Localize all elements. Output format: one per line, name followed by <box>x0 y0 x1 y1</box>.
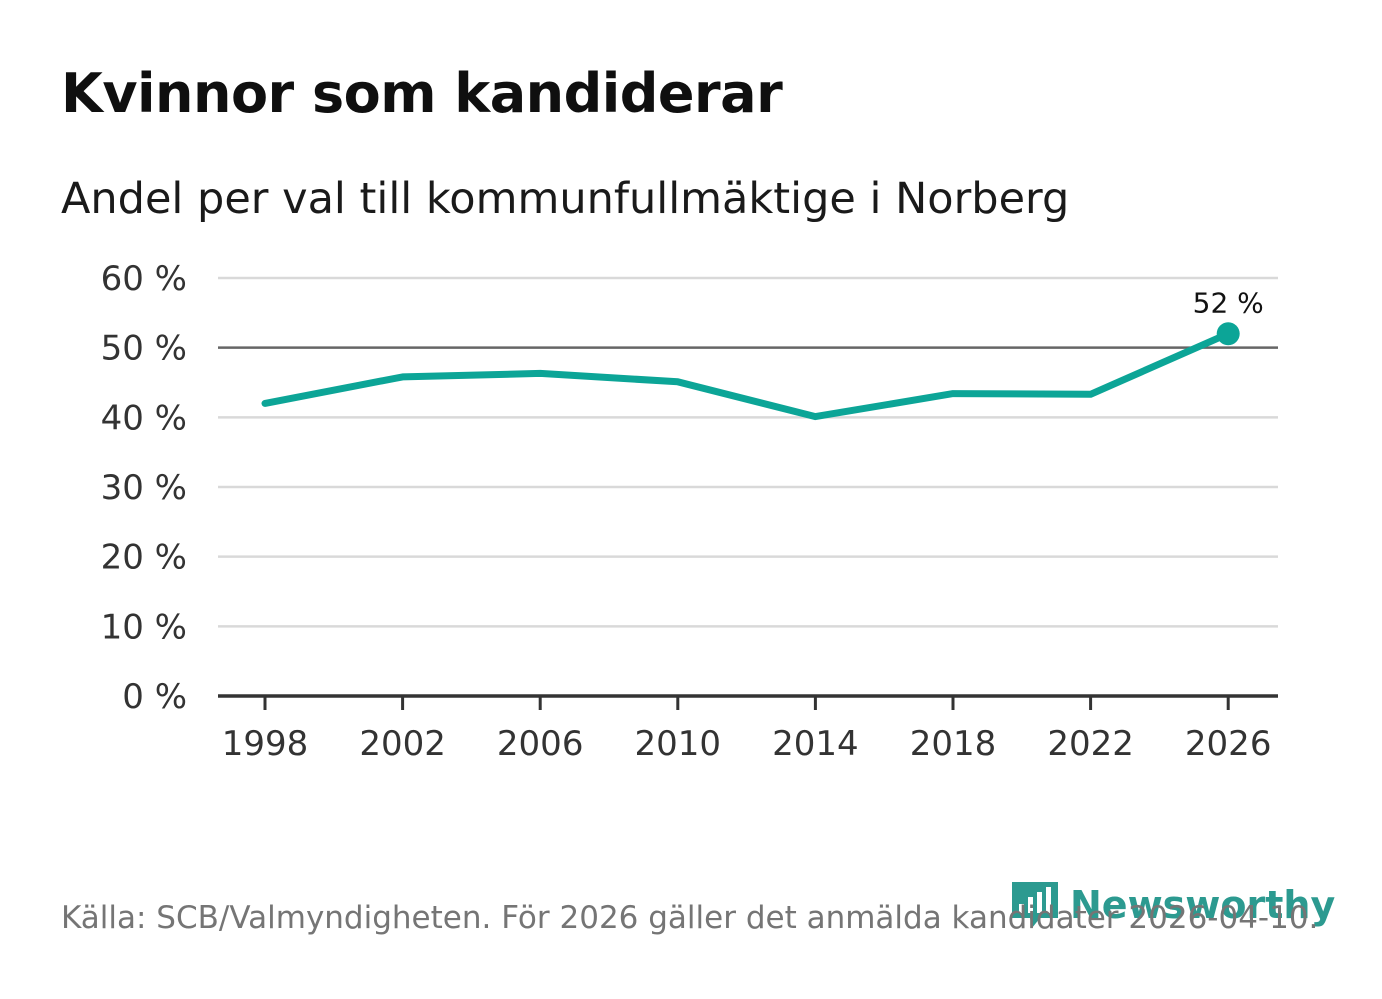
source-note: Källa: SCB/Valmyndigheten. För 2026 gäll… <box>61 900 1319 936</box>
y-tick-label: 50 % <box>101 329 187 369</box>
line-chart: 0 % 10 % 20 % 30 % 40 % 50 % 60 % 1998 2002 2006… <box>101 259 1278 764</box>
x-tick-label: 2014 <box>772 724 859 764</box>
y-tick-label: 60 % <box>101 259 187 299</box>
x-tick-label: 2022 <box>1047 724 1134 764</box>
grid-lines <box>218 276 1278 628</box>
data-series: 52 % <box>261 287 1264 421</box>
series-line <box>261 330 1232 421</box>
chart-subtitle: Andel per val till kommunfullmäktige i N… <box>61 174 1070 224</box>
x-axis: 1998 2002 2006 2010 2014 2018 2022 2026 <box>218 694 1278 764</box>
x-tick-label: 2006 <box>497 724 584 764</box>
x-tick-label: 2018 <box>910 724 997 764</box>
y-tick-label: 10 % <box>101 607 187 647</box>
x-tick-label: 2026 <box>1185 724 1272 764</box>
x-tick-label: 1998 <box>222 724 309 764</box>
y-tick-label: 0 % <box>122 677 187 717</box>
logo-text: Newsworthy <box>1070 883 1336 927</box>
newsworthy-logo: Newsworthy <box>1010 880 1335 930</box>
y-tick-label: 30 % <box>101 468 187 508</box>
x-tick-label: 2002 <box>359 724 446 764</box>
y-axis: 0 % 10 % 20 % 30 % 40 % 50 % 60 % <box>101 259 187 717</box>
data-label-2026: 52 % <box>1193 287 1264 320</box>
bar-chart-pin-icon <box>1012 882 1058 928</box>
data-point-2026 <box>1216 322 1240 346</box>
y-tick-label: 40 % <box>101 398 187 438</box>
x-tick-label: 2010 <box>635 724 722 764</box>
y-tick-label: 20 % <box>101 538 187 578</box>
chart-title: Kvinnor som kandiderar <box>61 62 783 125</box>
